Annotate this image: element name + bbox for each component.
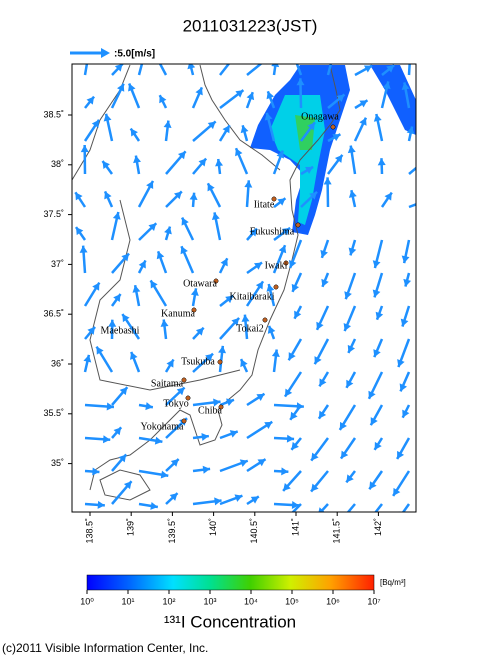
wind-arrowhead (324, 177, 332, 184)
colorbar-unit: [Bq/m³] (380, 578, 406, 587)
lon-tick-label: 139.5˚ (167, 518, 177, 544)
wind-arrowhead (429, 195, 437, 202)
lon-tick-label: 140˚ (208, 518, 218, 536)
place-label: Tokai2 (236, 323, 264, 334)
wind-arrowhead (187, 61, 195, 69)
wind-arrowhead (80, 246, 88, 253)
wind-arrowhead (164, 121, 172, 128)
wind-arrowhead (244, 180, 252, 187)
lat-tick-label: 38˚ (51, 159, 64, 169)
place-dot (274, 285, 278, 289)
wind-arrowhead (113, 212, 121, 220)
place-dot (218, 360, 222, 364)
lon-tick-label: 141.5˚ (332, 518, 342, 544)
wind-arrowhead (416, 162, 424, 170)
lat-tick-label: 35˚ (51, 458, 64, 468)
wind-arrowhead (378, 158, 386, 165)
wind-arrowhead (261, 57, 269, 65)
wind-arrowhead (364, 520, 371, 528)
colorbar (87, 575, 374, 590)
wind-arrowhead (293, 57, 301, 65)
wind-arrowhead (406, 46, 414, 53)
wind-arrowhead (281, 516, 289, 524)
title: 2011031223(JST) (183, 16, 318, 35)
wind-arrowhead (215, 159, 223, 166)
place-dot (331, 125, 335, 129)
wind-arrowhead (190, 193, 198, 200)
wind-arrowhead (92, 468, 99, 476)
lon-tick-label: 138.5˚ (84, 518, 94, 544)
colorbar-label: 10² (162, 596, 175, 606)
wind-arrowhead (83, 355, 91, 363)
wind-arrowhead (330, 46, 338, 54)
lon-tick-label: 140.5˚ (249, 518, 259, 544)
wind-arrow (220, 56, 235, 75)
map-area (72, 46, 437, 528)
wind-arrowhead (228, 56, 235, 64)
lat-tick-label: 37˚ (51, 259, 64, 269)
place-label: Kitaibaraki (230, 291, 275, 302)
colorbar-label: 10¹ (121, 596, 134, 606)
wind-arrowhead (81, 145, 89, 152)
wind-arrow (409, 46, 411, 75)
colorbar-label: 10⁷ (367, 596, 380, 606)
colorbar-label: 10⁰ (80, 596, 94, 606)
colorbar-label: 10³ (203, 596, 216, 606)
lon-tick-label: 139˚ (126, 518, 136, 536)
wind-arrow (274, 60, 276, 75)
place-label: Otawara (183, 278, 217, 289)
wind-arrowhead (161, 319, 169, 326)
wind-arrowhead (287, 435, 294, 443)
lat-tick-label: 36.5˚ (43, 309, 64, 319)
wind-arrowhead (103, 435, 110, 443)
place-dot (296, 223, 300, 227)
place-label: Onagawa (301, 111, 339, 122)
place-label: Fukushima (250, 226, 295, 237)
place-label: Tokyo (163, 398, 188, 409)
wind-arrowhead (281, 467, 288, 475)
wind-arrow (85, 55, 88, 75)
wind-scale: :5.0[m/s] (114, 49, 155, 60)
place-label: Kanuma (161, 308, 195, 319)
place-label: Yokohama (141, 421, 184, 432)
place-label: Maebashi (101, 325, 140, 336)
place-label: Iwaki (265, 260, 288, 271)
lon-tick-label: 142˚ (373, 518, 383, 536)
colorbar-label: 10⁴ (244, 596, 258, 606)
place-label: Chiba (198, 405, 222, 416)
wind-arrow (409, 197, 437, 207)
wind-arrow (247, 57, 269, 75)
place-label: Iitate (254, 199, 275, 210)
wind-arrowhead (342, 512, 350, 520)
lat-tick-label: 36˚ (51, 358, 64, 368)
copyright: (c)2011 Visible Information Center, Inc. (2, 641, 208, 655)
colorbar-label: 10⁵ (285, 596, 299, 606)
wind-arrowhead (271, 60, 279, 67)
lon-tick-label: 141˚ (290, 518, 300, 536)
wind-arrowhead (154, 53, 161, 61)
wind-arrowhead (98, 501, 105, 509)
scale-arrowhead (101, 48, 110, 58)
place-label: Tsukuba (181, 356, 215, 367)
lat-tick-label: 35.5˚ (43, 408, 64, 418)
colorbar-title: ¹³¹I Concentration (164, 612, 296, 631)
lat-tick-label: 37.5˚ (43, 209, 64, 219)
colorbar-label: 10⁶ (326, 596, 340, 606)
place-label: Saitama (151, 378, 184, 389)
place-dot (263, 318, 267, 322)
plume (250, 65, 416, 235)
lat-tick-label: 38.5˚ (43, 109, 64, 119)
wind-arrowhead (83, 55, 91, 63)
wind-arrowhead (242, 315, 250, 322)
wind-arrowhead (218, 346, 226, 353)
wind-arrowhead (373, 260, 381, 268)
